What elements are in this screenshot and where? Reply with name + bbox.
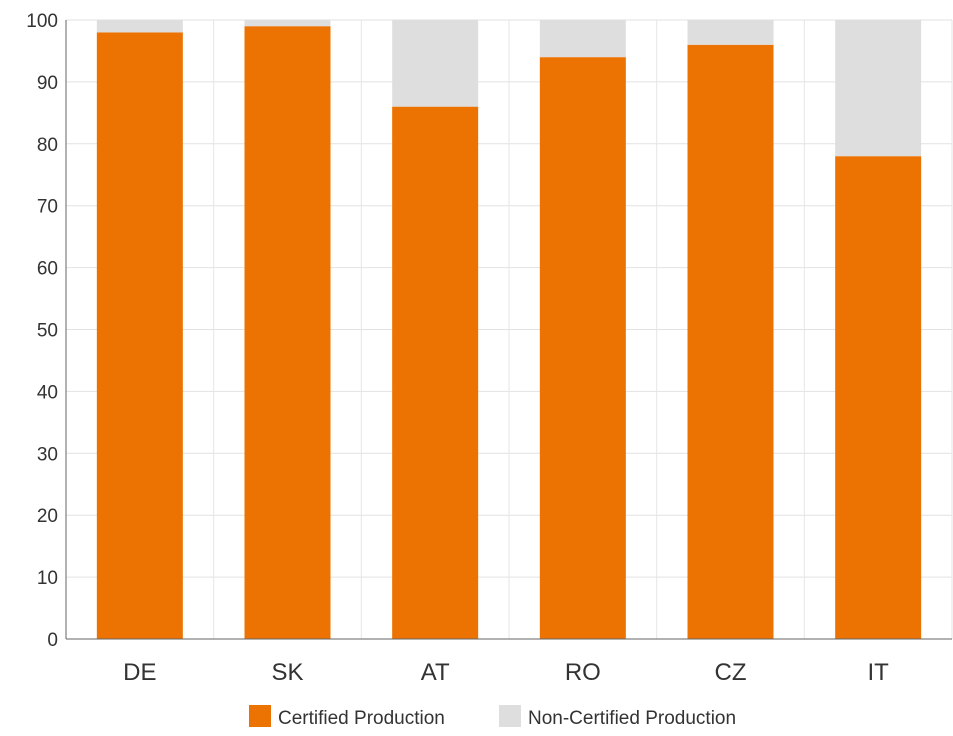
legend: Certified Production Non-Certified Produc… [249,705,736,729]
y-tick-label-70: 70 [37,197,58,218]
y-tick-label-40: 40 [37,382,58,403]
y-tick-label-10: 10 [37,568,58,589]
y-tick-label-100: 100 [26,11,58,32]
bar-sk-series-0 [244,26,331,639]
bar-ro-series-0 [539,57,626,639]
y-tick-label-90: 90 [37,73,58,94]
legend-label-1: Non-Certified Production [528,708,736,729]
bar-cz-series-0 [687,44,774,639]
bar-at-series-1 [392,20,479,107]
bars [96,20,922,639]
bar-de-series-0 [96,32,183,639]
y-tick-label-80: 80 [37,135,58,156]
y-tick-label-20: 20 [37,506,58,527]
x-tick-label-cz: CZ [715,659,747,686]
y-tick-label-0: 0 [47,630,58,651]
bar-sk-series-1 [244,20,331,27]
legend-label-0: Certified Production [278,708,445,729]
x-tick-label-at: AT [421,659,450,686]
legend-swatch-0 [249,705,271,727]
y-tick-label-50: 50 [37,321,58,342]
x-tick-label-ro: RO [565,659,601,686]
bar-it-series-0 [835,156,922,639]
axes: 0 10 20 30 40 50 60 70 80 90 100 DE SK AT RO CZ IT [26,11,952,686]
y-tick-label-30: 30 [37,444,58,465]
grid-lines [66,19,953,640]
bar-cz-series-1 [687,20,774,45]
x-tick-label-it: IT [868,659,890,686]
bar-at-series-0 [392,106,479,639]
bar-ro-series-1 [539,20,626,58]
bar-it-series-1 [835,20,922,157]
y-tick-label-60: 60 [37,259,58,280]
x-tick-label-sk: SK [271,659,303,686]
x-tick-label-de: DE [123,659,156,686]
bar-de-series-1 [96,20,183,33]
legend-swatch-1 [499,705,521,727]
